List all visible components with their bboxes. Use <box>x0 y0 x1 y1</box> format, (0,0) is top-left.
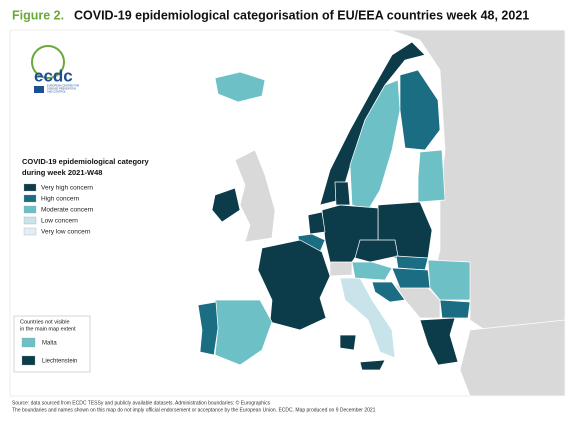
legend: Very high concern High concern Moderate co… <box>23 183 94 236</box>
logo-subtitle: AND CONTROL <box>47 90 66 94</box>
legend-swatch <box>23 227 37 236</box>
legend-swatch <box>23 183 37 192</box>
logo-subtitle: EUROPEAN CENTRE FOR <box>47 84 79 88</box>
legend-label: Moderate concern <box>41 207 94 214</box>
figure-number: Figure 2. <box>12 8 64 22</box>
inset-swatch <box>21 337 36 348</box>
legend-swatch <box>23 216 37 225</box>
logo: ecdc EUROPEAN CENTRE FOR DISEASE PREVENT… <box>31 45 79 94</box>
legend-swatch <box>23 194 37 203</box>
eu-countries <box>197 41 471 371</box>
legend-title: during week 2021-W48 <box>22 168 102 177</box>
legend-title: COVID-19 epidemiological category <box>22 157 150 166</box>
legend-label: Low concern <box>41 218 78 225</box>
source-note: Source: data sourced from ECDC TESSy and… <box>12 399 271 406</box>
inset-items: Malta Liechtenstein <box>21 337 77 366</box>
source-note: The boundaries and names shown on this m… <box>12 407 376 413</box>
inset-label: Liechtenstein <box>42 359 77 365</box>
legend-label: Very low concern <box>41 229 91 236</box>
logo-ring <box>31 45 65 79</box>
legend-label: High concern <box>41 196 80 203</box>
eu-flag <box>34 86 44 93</box>
logo-name: ecdc <box>34 66 73 85</box>
inset-title: Countries not visible <box>20 319 70 325</box>
inset-label: Malta <box>42 341 57 347</box>
inset-title: in the main map extent <box>20 326 76 332</box>
legend-label: Very high concern <box>41 185 93 192</box>
inset-swatch <box>21 355 36 366</box>
figure-title: COVID-19 epidemiological categorisation … <box>74 8 529 22</box>
logo-subtitle: DISEASE PREVENTION <box>47 87 76 91</box>
legend-swatch <box>23 205 37 214</box>
